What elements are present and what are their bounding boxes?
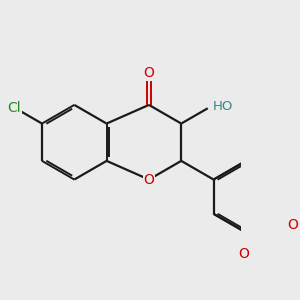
Text: Cl: Cl (8, 101, 21, 115)
Text: O: O (143, 172, 155, 187)
Text: HO: HO (213, 100, 233, 113)
Text: O: O (238, 247, 249, 261)
Text: O: O (143, 66, 155, 80)
Text: O: O (288, 218, 298, 233)
